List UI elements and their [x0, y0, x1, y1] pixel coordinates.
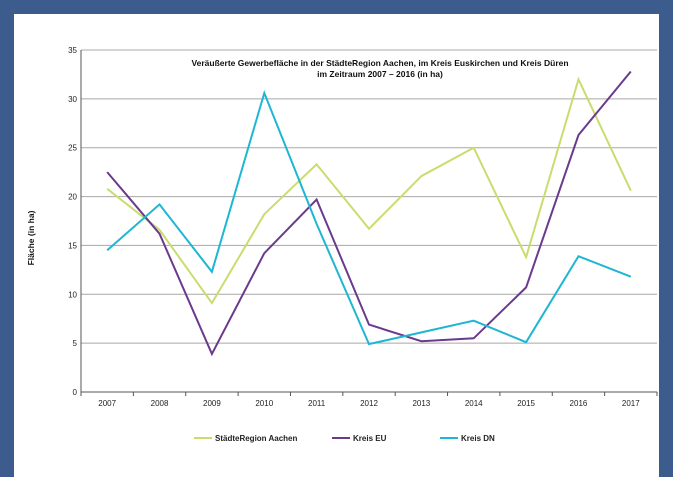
x-tick-label-2016: 2016: [570, 399, 588, 408]
legend-label-1: StädteRegion Aachen: [215, 434, 297, 443]
x-tick-label-2012: 2012: [360, 399, 378, 408]
legend: StädteRegion Aachen Kreis EU Kreis DN: [194, 434, 495, 443]
series-line-2: [106, 70, 632, 357]
y-tick-label-35: 35: [68, 46, 77, 55]
y-tick-label-15: 15: [68, 241, 77, 250]
x-tick-label-2013: 2013: [412, 399, 430, 408]
x-tick-label-2011: 2011: [308, 399, 326, 408]
series-line-3: [106, 89, 632, 346]
grid-lines: [81, 49, 657, 344]
x-tick-label-2007: 2007: [98, 399, 116, 408]
y-tick-label-30: 30: [68, 95, 77, 104]
chart-title-line-1: Veräußerte Gewerbefläche in der StädteRe…: [191, 58, 568, 68]
tick-labels: 0 5 10 15 20 25 30 35 2007 2008 2009 2010 2011 2012 20…: [68, 46, 640, 408]
chart-title: Veräußerte Gewerbefläche in der StädteRe…: [191, 58, 568, 79]
y-axis-label: Fläche (in ha): [26, 210, 36, 265]
y-tick-label-5: 5: [73, 339, 78, 348]
y-tick-label-10: 10: [68, 290, 77, 299]
x-tick-label-2010: 2010: [255, 399, 273, 408]
x-tick-label-2009: 2009: [203, 399, 221, 408]
axes: [80, 50, 658, 396]
y-tick-label-20: 20: [68, 193, 77, 202]
chart-card: 0 5 10 15 20 25 30 35 2007 2008 2009 2010 2011 2012 20…: [14, 14, 659, 477]
legend-label-2: Kreis EU: [353, 434, 387, 443]
x-tick-label-2014: 2014: [465, 399, 483, 408]
y-tick-label-0: 0: [73, 388, 78, 397]
x-tick-label-2015: 2015: [517, 399, 535, 408]
y-tick-label-25: 25: [68, 144, 77, 153]
series-line-1: [106, 76, 632, 305]
x-tick-label-2008: 2008: [151, 399, 169, 408]
series-lines: [106, 70, 632, 357]
line-chart: 0 5 10 15 20 25 30 35 2007 2008 2009 2010 2011 2012 20…: [26, 46, 658, 443]
chart-title-line-2: im Zeitraum 2007 – 2016 (in ha): [317, 69, 443, 79]
x-tick-label-2017: 2017: [622, 399, 640, 408]
legend-label-3: Kreis DN: [461, 434, 495, 443]
